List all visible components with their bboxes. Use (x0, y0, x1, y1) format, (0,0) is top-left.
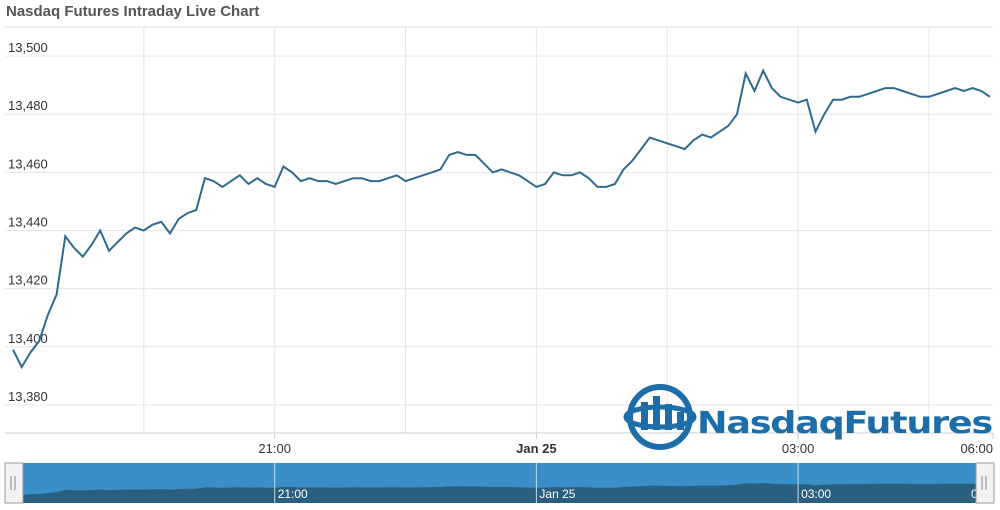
nasdaq-futures-logo: NasdaqFutures (623, 384, 993, 450)
y-tick-label: 13,420 (8, 273, 48, 288)
globe-logo-icon (623, 384, 697, 450)
logo-text: NasdaqFutures (697, 406, 992, 441)
navigator-right-handle[interactable] (975, 462, 995, 504)
y-tick-label: 13,440 (8, 215, 48, 230)
x-tick-label: 21:00 (258, 441, 291, 456)
navigator-tick-label: 21:00 (278, 487, 308, 501)
x-tick-label: 03:00 (782, 441, 815, 456)
y-tick-label: 13,380 (8, 389, 48, 404)
x-axis-labels: 21:00 Jan 25 03:00 06:00 (258, 433, 994, 456)
price-series-line[interactable] (12, 68, 991, 370)
grid-layer (5, 26, 993, 434)
x-tick-label: 06:00 (960, 441, 993, 456)
y-tick-label: 13,460 (8, 156, 48, 171)
x-tick-label: Jan 25 (516, 441, 556, 456)
navigator-tick-label: Jan 25 (539, 487, 575, 501)
y-tick-label: 13,500 (8, 40, 48, 55)
y-axis-labels: 13,38013,40013,42013,44013,46013,48013,5… (8, 40, 48, 404)
navigator-left-handle[interactable] (4, 462, 24, 504)
y-tick-label: 13,480 (8, 98, 48, 113)
navigator-area (13, 483, 990, 503)
chart-title: Nasdaq Futures Intraday Live Chart (6, 3, 260, 20)
navigator-tick-label: 03:00 (801, 487, 831, 501)
